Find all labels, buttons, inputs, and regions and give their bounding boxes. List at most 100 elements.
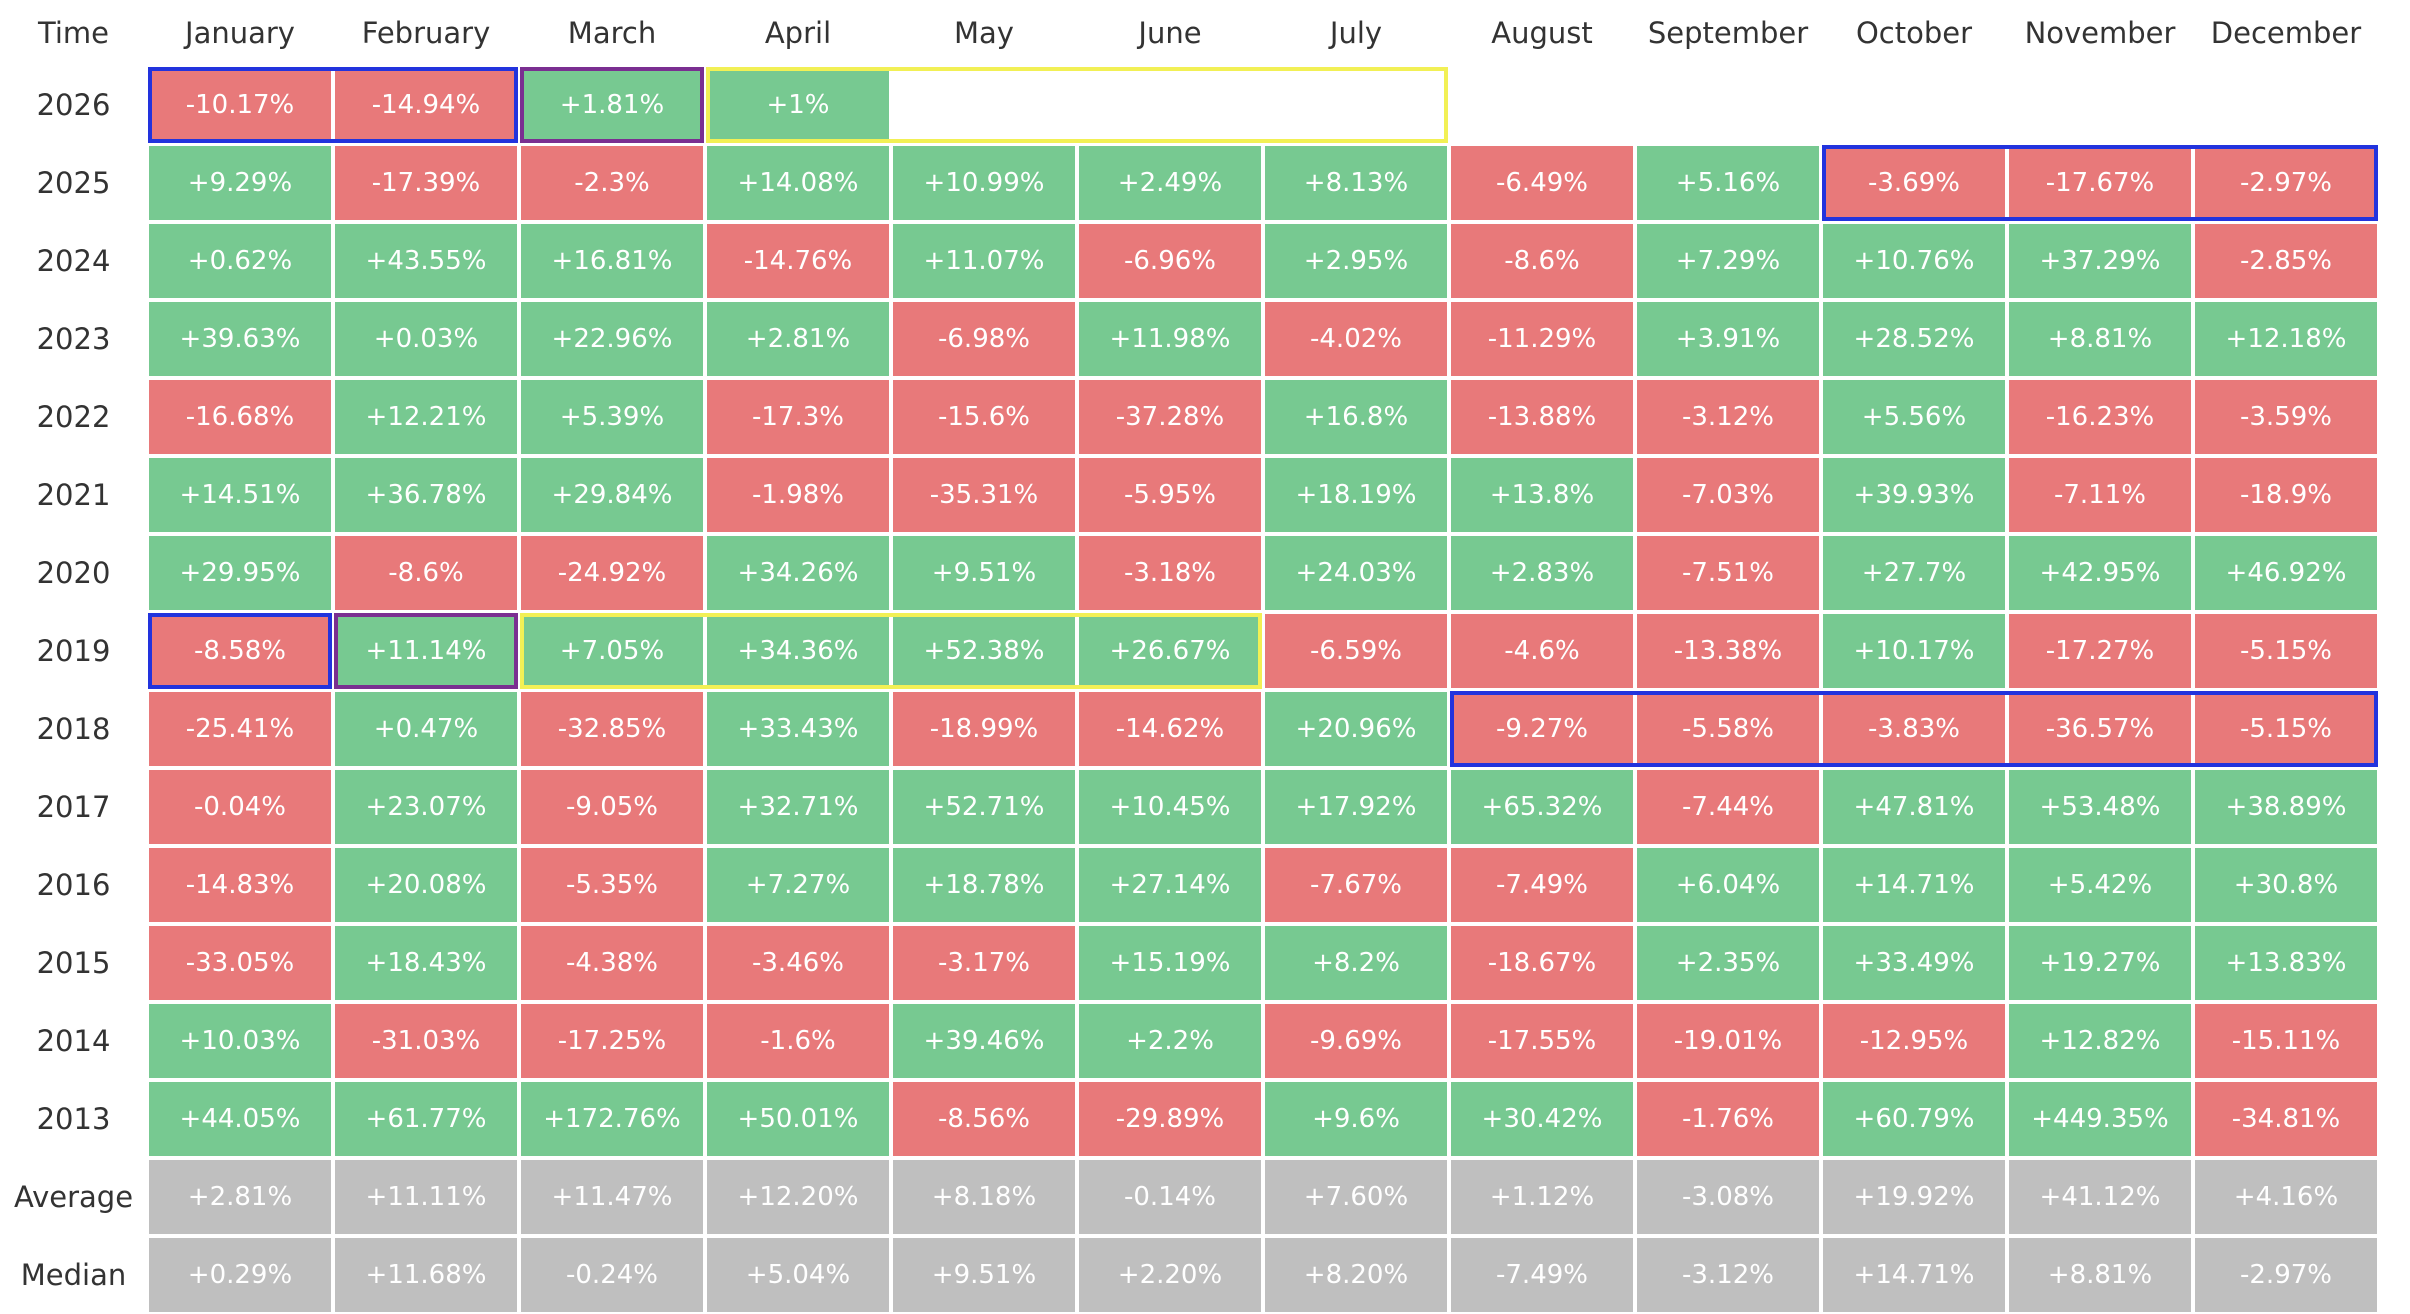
- return-cell: -31.03%: [333, 1002, 519, 1080]
- return-cell: +7.29%: [1635, 222, 1821, 300]
- return-cell: +8.81%: [2007, 1236, 2193, 1314]
- return-cell: +10.45%: [1077, 768, 1263, 846]
- return-cell: -8.6%: [1449, 222, 1635, 300]
- return-cell: -32.85%: [519, 690, 705, 768]
- return-cell: +2.20%: [1077, 1236, 1263, 1314]
- return-cell: -33.05%: [147, 924, 333, 1002]
- return-cell: +37.29%: [2007, 222, 2193, 300]
- return-cell: -36.57%: [2007, 690, 2193, 768]
- return-cell: +8.13%: [1263, 144, 1449, 222]
- return-cell: +39.63%: [147, 300, 333, 378]
- return-cell: -3.12%: [1635, 378, 1821, 456]
- return-cell: -15.6%: [891, 378, 1077, 456]
- return-cell: -5.15%: [2193, 690, 2379, 768]
- return-cell: -17.27%: [2007, 612, 2193, 690]
- column-header: February: [361, 16, 491, 50]
- return-cell: -3.69%: [1821, 144, 2007, 222]
- row-label: 2020: [36, 556, 111, 590]
- row-label: 2023: [36, 322, 111, 356]
- return-cell: +18.19%: [1263, 456, 1449, 534]
- return-cell: +32.71%: [705, 768, 891, 846]
- column-header: September: [1647, 16, 1809, 50]
- return-cell: -3.59%: [2193, 378, 2379, 456]
- return-cell: +53.48%: [2007, 768, 2193, 846]
- row-label: 2019: [36, 634, 111, 668]
- return-cell: +8.20%: [1263, 1236, 1449, 1314]
- row-label: 2016: [36, 868, 111, 902]
- return-cell: +4.16%: [2193, 1158, 2379, 1236]
- return-cell: -5.35%: [519, 846, 705, 924]
- return-cell: +5.56%: [1821, 378, 2007, 456]
- return-cell: -25.41%: [147, 690, 333, 768]
- return-cell: -5.58%: [1635, 690, 1821, 768]
- return-cell: +26.67%: [1077, 612, 1263, 690]
- return-cell: -2.85%: [2193, 222, 2379, 300]
- return-cell: +22.96%: [519, 300, 705, 378]
- return-cell: -14.83%: [147, 846, 333, 924]
- return-cell: +5.39%: [519, 378, 705, 456]
- row-label: 2013: [36, 1102, 111, 1136]
- return-cell: -7.49%: [1449, 846, 1635, 924]
- return-cell: -1.98%: [705, 456, 891, 534]
- return-cell: +33.49%: [1821, 924, 2007, 1002]
- return-cell: -9.27%: [1449, 690, 1635, 768]
- return-cell: -3.12%: [1635, 1236, 1821, 1314]
- return-cell: +30.42%: [1449, 1080, 1635, 1158]
- return-cell: +12.82%: [2007, 1002, 2193, 1080]
- return-cell: +11.47%: [519, 1158, 705, 1236]
- return-cell: +2.35%: [1635, 924, 1821, 1002]
- row-label: 2015: [36, 946, 111, 980]
- return-cell: -4.02%: [1263, 300, 1449, 378]
- return-cell: -17.3%: [705, 378, 891, 456]
- return-cell: -1.6%: [705, 1002, 891, 1080]
- return-cell: +1.12%: [1449, 1158, 1635, 1236]
- return-cell: +27.7%: [1821, 534, 2007, 612]
- return-cell: -0.24%: [519, 1236, 705, 1314]
- row-label: 2021: [36, 478, 111, 512]
- return-cell: +20.08%: [333, 846, 519, 924]
- return-cell: +8.18%: [891, 1158, 1077, 1236]
- return-cell: +7.60%: [1263, 1158, 1449, 1236]
- return-cell: +13.83%: [2193, 924, 2379, 1002]
- return-cell: +44.05%: [147, 1080, 333, 1158]
- column-header: Time: [38, 16, 109, 50]
- return-cell: -4.6%: [1449, 612, 1635, 690]
- return-cell: +14.51%: [147, 456, 333, 534]
- return-cell: +20.96%: [1263, 690, 1449, 768]
- return-cell: +39.93%: [1821, 456, 2007, 534]
- return-cell: +0.03%: [333, 300, 519, 378]
- return-cell: +2.83%: [1449, 534, 1635, 612]
- return-cell: -7.11%: [2007, 456, 2193, 534]
- return-cell: +39.46%: [891, 1002, 1077, 1080]
- annotation: [937, 66, 1057, 144]
- return-cell: +30.8%: [2193, 846, 2379, 924]
- return-cell: -16.68%: [147, 378, 333, 456]
- return-cell: -3.46%: [705, 924, 891, 1002]
- return-cell: -0.14%: [1077, 1158, 1263, 1236]
- return-cell: -16.23%: [2007, 378, 2193, 456]
- return-cell: -2.97%: [2193, 1236, 2379, 1314]
- return-cell: +7.05%: [519, 612, 705, 690]
- return-cell: +12.20%: [705, 1158, 891, 1236]
- return-cell: -1.76%: [1635, 1080, 1821, 1158]
- return-cell: +12.18%: [2193, 300, 2379, 378]
- return-cell: +34.26%: [705, 534, 891, 612]
- return-cell: +46.92%: [2193, 534, 2379, 612]
- column-header: April: [764, 16, 832, 50]
- row-label: 2026: [36, 88, 111, 122]
- row-label: 2025: [36, 166, 111, 200]
- return-cell: -2.3%: [519, 144, 705, 222]
- column-header: January: [185, 16, 295, 50]
- return-cell: -4.38%: [519, 924, 705, 1002]
- return-cell: -9.69%: [1263, 1002, 1449, 1080]
- return-cell: +11.07%: [891, 222, 1077, 300]
- row-label: Average: [13, 1180, 134, 1214]
- return-cell: +9.51%: [891, 534, 1077, 612]
- return-cell: -17.67%: [2007, 144, 2193, 222]
- return-cell: +10.76%: [1821, 222, 2007, 300]
- return-cell: -5.15%: [2193, 612, 2379, 690]
- return-cell: +41.12%: [2007, 1158, 2193, 1236]
- return-cell: -34.81%: [2193, 1080, 2379, 1158]
- return-cell: +10.03%: [147, 1002, 333, 1080]
- return-cell: +1.81%: [519, 66, 705, 144]
